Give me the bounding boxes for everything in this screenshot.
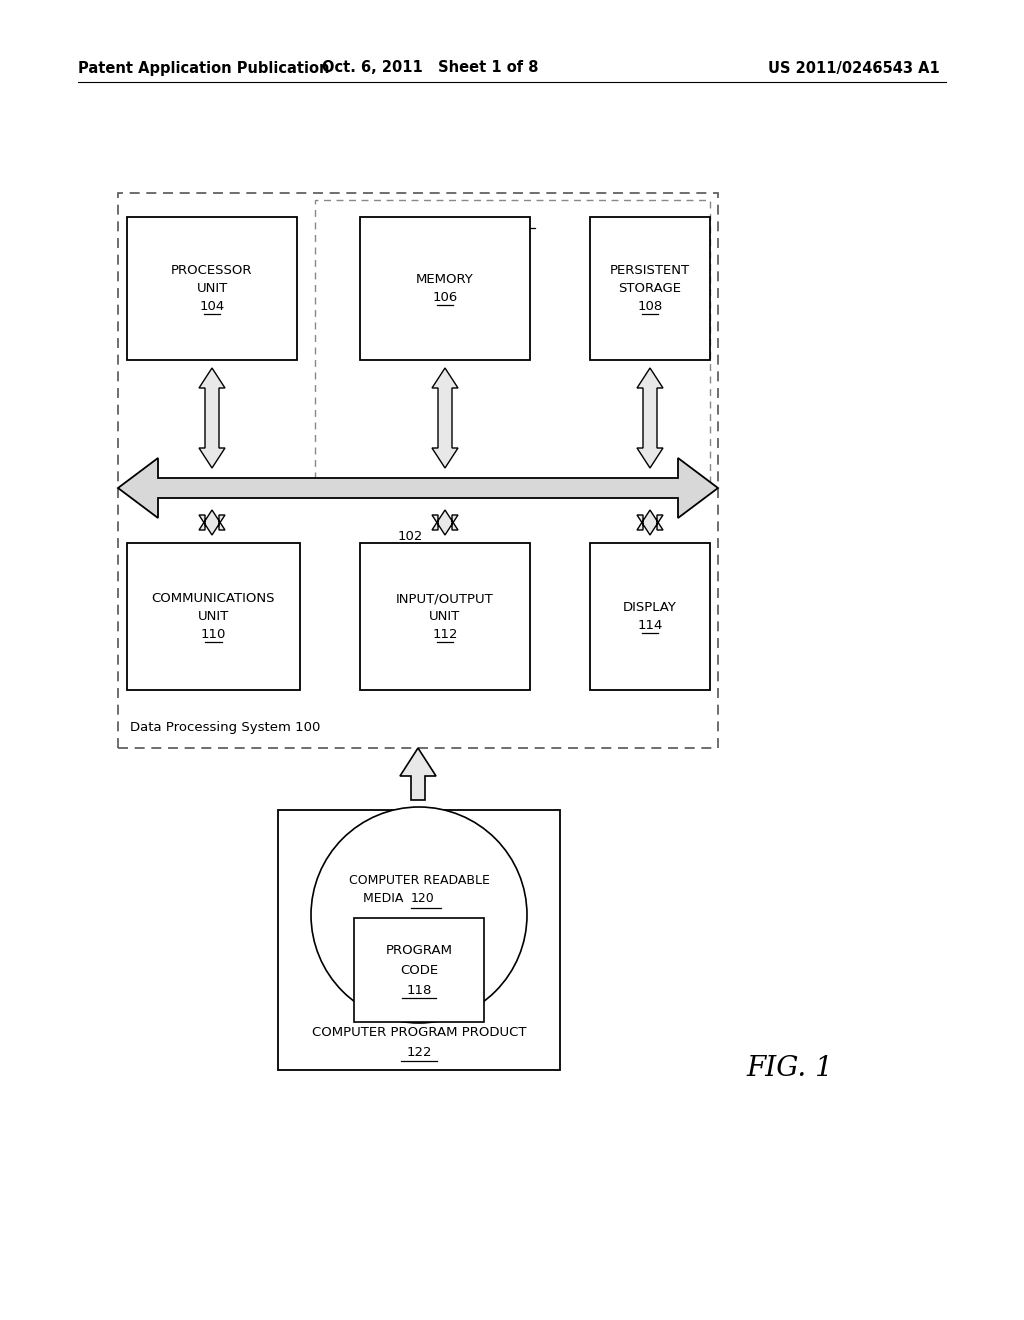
Polygon shape <box>199 368 225 469</box>
Text: Patent Application Publication: Patent Application Publication <box>78 61 330 75</box>
Text: STORAGE: STORAGE <box>618 282 682 294</box>
Text: 116: 116 <box>505 215 529 228</box>
Text: 114: 114 <box>637 619 663 632</box>
Text: PROGRAM: PROGRAM <box>385 944 453 957</box>
Polygon shape <box>637 368 663 469</box>
Polygon shape <box>637 510 663 535</box>
Bar <box>590 543 710 690</box>
Text: MEMORY: MEMORY <box>416 273 474 286</box>
Bar <box>360 543 530 690</box>
Text: PERSISTENT: PERSISTENT <box>610 264 690 277</box>
Text: UNIT: UNIT <box>197 282 227 294</box>
Text: MEDIA: MEDIA <box>362 891 411 904</box>
Circle shape <box>311 807 527 1023</box>
Bar <box>590 216 710 360</box>
Text: DISPLAY: DISPLAY <box>623 601 677 614</box>
Text: 104: 104 <box>200 300 224 313</box>
Text: UNIT: UNIT <box>429 610 461 623</box>
Text: 108: 108 <box>637 300 663 313</box>
Polygon shape <box>118 458 718 517</box>
Bar <box>127 543 300 690</box>
Text: STORAGE DEVICES: STORAGE DEVICES <box>374 215 503 228</box>
Text: UNIT: UNIT <box>198 610 229 623</box>
Text: FIG. 1: FIG. 1 <box>746 1055 834 1081</box>
Bar <box>360 216 530 360</box>
Text: COMPUTER READABLE: COMPUTER READABLE <box>348 874 489 887</box>
Text: PROCESSOR: PROCESSOR <box>171 264 253 277</box>
Text: 106: 106 <box>432 290 458 304</box>
Bar <box>354 917 484 1022</box>
Text: 102: 102 <box>397 531 423 543</box>
Polygon shape <box>432 510 458 535</box>
Text: 120: 120 <box>411 891 435 904</box>
Bar <box>127 216 297 360</box>
Text: 110: 110 <box>201 628 226 642</box>
Bar <box>278 810 560 1071</box>
Text: 118: 118 <box>407 983 432 997</box>
Polygon shape <box>400 748 436 800</box>
Text: US 2011/0246543 A1: US 2011/0246543 A1 <box>768 61 940 75</box>
Text: INPUT/OUTPUT: INPUT/OUTPUT <box>396 591 494 605</box>
Text: Data Processing System 100: Data Processing System 100 <box>130 721 321 734</box>
Bar <box>315 201 710 488</box>
Text: CODE: CODE <box>400 964 438 977</box>
Text: 112: 112 <box>432 628 458 642</box>
Text: Oct. 6, 2011   Sheet 1 of 8: Oct. 6, 2011 Sheet 1 of 8 <box>322 61 539 75</box>
Bar <box>118 193 718 748</box>
Text: COMMUNICATIONS: COMMUNICATIONS <box>152 591 275 605</box>
Text: COMPUTER PROGRAM PRODUCT: COMPUTER PROGRAM PRODUCT <box>311 1027 526 1040</box>
Polygon shape <box>199 510 225 535</box>
Text: 122: 122 <box>407 1047 432 1060</box>
Polygon shape <box>432 368 458 469</box>
